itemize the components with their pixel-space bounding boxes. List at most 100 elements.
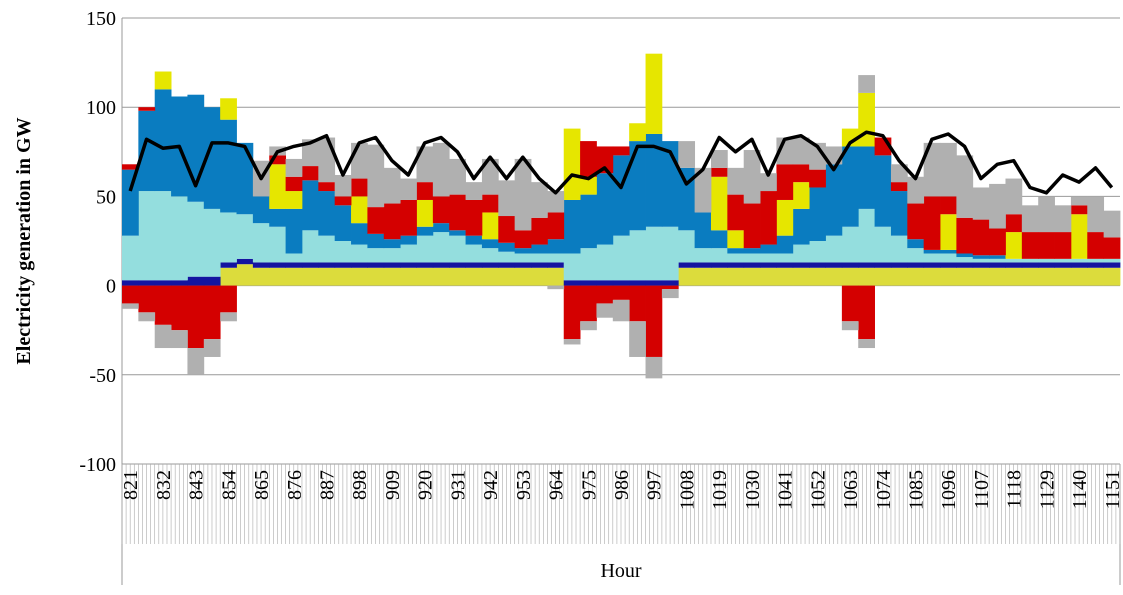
stacked-bar <box>187 348 205 375</box>
stacked-bar <box>514 267 532 286</box>
stacked-bar <box>367 267 385 286</box>
stacked-bar <box>318 235 336 263</box>
stacked-bar <box>432 223 450 233</box>
stacked-bar <box>792 182 810 209</box>
y-tick-label: 50 <box>96 186 116 208</box>
stacked-bar <box>449 158 466 195</box>
x-tick-label: 1052 <box>807 470 829 510</box>
y-tick-label: 100 <box>86 97 116 119</box>
stacked-bar <box>890 182 908 192</box>
stacked-bar <box>890 191 908 236</box>
stacked-bar <box>874 262 892 268</box>
stacked-bar <box>432 262 450 268</box>
stacked-bar <box>1005 267 1023 286</box>
stacked-bar <box>1054 205 1072 233</box>
stacked-bar <box>809 142 826 170</box>
stacked-bar <box>661 226 679 281</box>
x-tick-label: 865 <box>251 470 273 500</box>
stacked-bar <box>367 144 385 208</box>
stacked-bar <box>334 241 352 263</box>
stacked-bar <box>629 285 646 322</box>
stacked-bar <box>1070 205 1088 215</box>
x-tick-label: 953 <box>513 470 535 500</box>
stacked-bar <box>580 285 597 322</box>
stacked-bar <box>416 267 434 286</box>
stacked-bar <box>1103 237 1121 259</box>
stacked-bar <box>318 182 336 192</box>
stacked-bar <box>318 137 336 183</box>
stacked-bar <box>203 208 221 277</box>
stacked-bar <box>727 248 745 254</box>
stacked-bar <box>563 339 581 345</box>
stacked-bar <box>449 262 466 268</box>
stacked-bar <box>531 244 548 254</box>
stacked-bar <box>318 191 336 236</box>
stacked-bar <box>694 167 712 213</box>
x-tick-label: 964 <box>546 470 568 500</box>
stacked-bar <box>612 155 630 236</box>
stacked-bar <box>645 133 663 227</box>
stacked-bar <box>547 239 565 254</box>
stacked-bar <box>301 166 319 181</box>
stacked-bar <box>547 262 565 268</box>
stacked-bar <box>563 199 581 254</box>
stacked-bar <box>629 123 646 142</box>
stacked-bar <box>269 226 287 263</box>
stacked-bar <box>269 267 287 286</box>
stacked-bar <box>580 280 597 286</box>
stacked-bar <box>1021 205 1039 233</box>
stacked-bar <box>465 244 483 263</box>
stacked-bar <box>187 201 205 277</box>
x-tick-label: 986 <box>611 470 633 500</box>
stacked-bar <box>710 248 728 263</box>
stacked-bar <box>351 223 368 245</box>
stacked-bar <box>1021 258 1039 263</box>
stacked-bar <box>203 339 221 357</box>
stacked-bar <box>138 107 156 111</box>
stacked-bar <box>580 141 597 177</box>
stacked-bar <box>498 267 516 286</box>
stacked-bar <box>465 199 483 236</box>
stacked-bar <box>416 262 434 268</box>
stacked-bar <box>154 324 172 349</box>
stacked-bar <box>956 253 974 258</box>
x-tick-label: 931 <box>447 470 469 500</box>
stacked-bar <box>252 262 270 268</box>
stacked-bar <box>645 226 663 281</box>
stacked-bar <box>449 194 466 231</box>
stacked-bar <box>1038 262 1055 268</box>
stacked-bar <box>138 285 156 313</box>
stacked-bar <box>301 230 319 263</box>
stacked-bar <box>122 164 139 170</box>
stacked-bar <box>269 208 287 227</box>
stacked-bar <box>694 212 712 249</box>
x-tick-label: 854 <box>218 470 240 500</box>
stacked-bar <box>940 142 957 197</box>
demand-line <box>128 130 1114 195</box>
stacked-bar <box>400 199 417 236</box>
stacked-bar <box>1103 258 1121 263</box>
x-tick-label: 876 <box>284 470 306 500</box>
stacked-bar <box>760 244 777 254</box>
stacked-bar <box>776 164 794 200</box>
x-tick-label: 1030 <box>742 470 764 510</box>
stacked-bar <box>269 155 287 165</box>
stacked-bar <box>1005 232 1023 259</box>
stacked-bar <box>874 226 892 263</box>
stacked-bar <box>1054 267 1072 286</box>
stacked-bar <box>498 180 516 217</box>
x-tick-label: 1118 <box>1004 470 1026 509</box>
stacked-bar <box>481 262 499 268</box>
stacked-bar <box>792 267 810 286</box>
stacked-bar <box>236 264 254 286</box>
stacked-bar <box>890 262 908 268</box>
stacked-bar <box>596 244 614 281</box>
stacked-bar <box>727 267 745 286</box>
x-tick-label: 909 <box>382 470 404 500</box>
stacked-bar <box>563 285 581 340</box>
stacked-bar <box>498 216 516 243</box>
stacked-bar <box>743 253 761 263</box>
stacked-bar <box>154 191 172 281</box>
stacked-bar <box>580 248 597 281</box>
stacked-bar <box>514 253 532 263</box>
